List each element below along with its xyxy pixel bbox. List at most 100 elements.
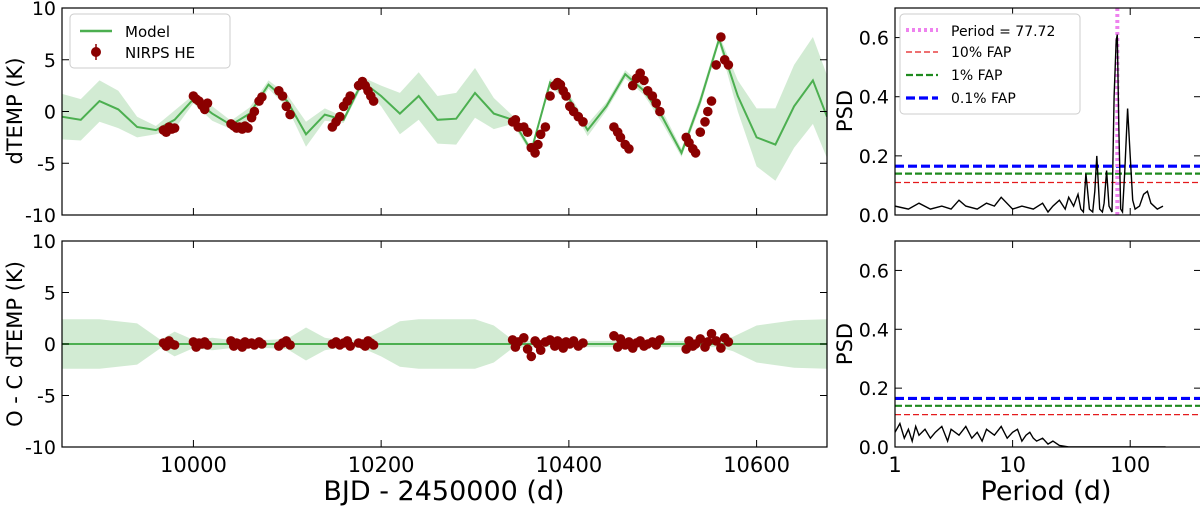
data-point: [202, 340, 213, 350]
data-point: [723, 60, 734, 70]
data-point: [695, 127, 706, 137]
periodogram-line: [895, 34, 1164, 215]
data-point: [706, 328, 717, 339]
data-point: [533, 139, 543, 150]
model-line: [62, 35, 827, 156]
data-point: [655, 335, 665, 345]
data-point: [635, 68, 645, 78]
data-point: [345, 341, 356, 351]
data-point: [695, 334, 706, 344]
data-point: [655, 106, 665, 117]
axes-frame: [894, 7, 1200, 216]
data-point: [540, 122, 551, 132]
data-point: [706, 96, 717, 106]
y-tick-label: 5: [44, 50, 56, 72]
y-tick-label: 0.0: [859, 205, 889, 227]
x-tick-label: 10: [999, 453, 1026, 477]
data-point: [651, 98, 661, 108]
data-point: [716, 343, 726, 353]
data-point: [519, 333, 529, 343]
y-tick-label: 0.4: [859, 319, 889, 341]
data-point: [711, 60, 721, 70]
model-uncertainty-band: [62, 34, 827, 181]
data-point: [545, 91, 555, 101]
plot-area: [895, 8, 1200, 215]
y-tick-label: -10: [25, 437, 56, 459]
y-tick-label: 5: [44, 283, 56, 305]
data-point: [522, 127, 533, 137]
y-tick-label: 0.6: [859, 260, 889, 282]
data-point: [615, 132, 626, 143]
data-point: [700, 117, 710, 127]
y-tick-label: -10: [25, 205, 56, 227]
x-tick-label: 10400: [535, 453, 602, 477]
data-point: [578, 338, 588, 348]
data-point: [561, 91, 571, 101]
data-point: [530, 148, 540, 158]
panel-residuals-timeseries: 10 5 0 -5 -10 10000 10200 10400 10600: [25, 231, 828, 477]
data-point: [627, 80, 638, 91]
data-point: [703, 106, 713, 117]
data-point: [526, 351, 537, 362]
legend-nirps-marker: [91, 47, 101, 57]
xlabel-bottom-left: BJD - 2450000 (d): [323, 476, 564, 507]
data-point: [723, 337, 734, 347]
data-point: [169, 340, 180, 350]
data-point: [716, 32, 726, 42]
legend-top-right: Period = 77.72 10% FAP 1% FAP 0.1% FAP: [899, 13, 1081, 115]
y-tick-label: 0.4: [859, 87, 889, 109]
data-point: [285, 340, 295, 350]
data-point: [345, 91, 356, 101]
periodogram-line: [895, 421, 1166, 447]
legend-fap01-label: 0.1% FAP: [951, 91, 1016, 107]
y-tick-label: 0.6: [859, 28, 889, 50]
axes-frame: [894, 240, 1200, 448]
legend-model-label: Model: [125, 23, 170, 41]
data-point: [335, 111, 345, 122]
data-point: [368, 96, 379, 106]
data-point: [690, 148, 701, 158]
data-point: [202, 98, 213, 108]
data-point: [522, 344, 533, 354]
panel-dtemp-timeseries: 10 5 0 -5 -10: [25, 0, 828, 227]
y-tick-label: 10: [32, 231, 56, 253]
legend-fap1-label: 1% FAP: [951, 68, 1002, 84]
legend-box: [69, 13, 231, 69]
data-point: [249, 106, 260, 117]
panel-periodogram-residuals: 0.0 0.2 0.4 0.6 1 10 100: [859, 240, 1200, 477]
legend-fap10-label: 10% FAP: [951, 45, 1011, 61]
panel-periodogram-data: 0.0 0.2 0.4 0.6: [859, 7, 1200, 227]
data-point: [368, 340, 379, 350]
x-tick-label: 10200: [348, 453, 415, 477]
ylabel-top-left: dTEMP (K): [3, 57, 27, 164]
data-point: [624, 144, 634, 154]
y-tick-label: -5: [37, 153, 56, 175]
data-point: [257, 339, 267, 349]
ylabel-bottom-left: O - C dTEMP (K): [3, 261, 27, 427]
y-tick-label: 10: [32, 0, 56, 20]
data-point: [510, 115, 521, 125]
y-tick-label: 0: [44, 102, 56, 124]
data-point: [612, 342, 623, 352]
data-point: [277, 91, 288, 101]
legend-box: [899, 13, 1081, 115]
x-tick-label: 10000: [160, 453, 227, 477]
x-tick-label: 100: [1110, 453, 1150, 477]
y-tick-label: 0.0: [859, 437, 889, 459]
data-point: [535, 345, 546, 356]
data-point: [257, 92, 267, 102]
data-point: [578, 117, 588, 127]
plot-area: [62, 32, 827, 181]
legend-top-left: Model NIRPS HE: [69, 13, 231, 69]
data-point: [703, 337, 713, 347]
data-point: [285, 109, 295, 120]
plot-area: [895, 396, 1200, 447]
ylabel-top-right: PSD: [833, 90, 857, 132]
data-point: [281, 101, 292, 112]
y-tick-label: 0: [44, 334, 56, 356]
x-tick-label: 10600: [723, 453, 790, 477]
legend-period-label: Period = 77.72: [951, 24, 1055, 40]
plot-area: [62, 319, 827, 369]
ylabel-bottom-right: PSD: [833, 323, 857, 365]
